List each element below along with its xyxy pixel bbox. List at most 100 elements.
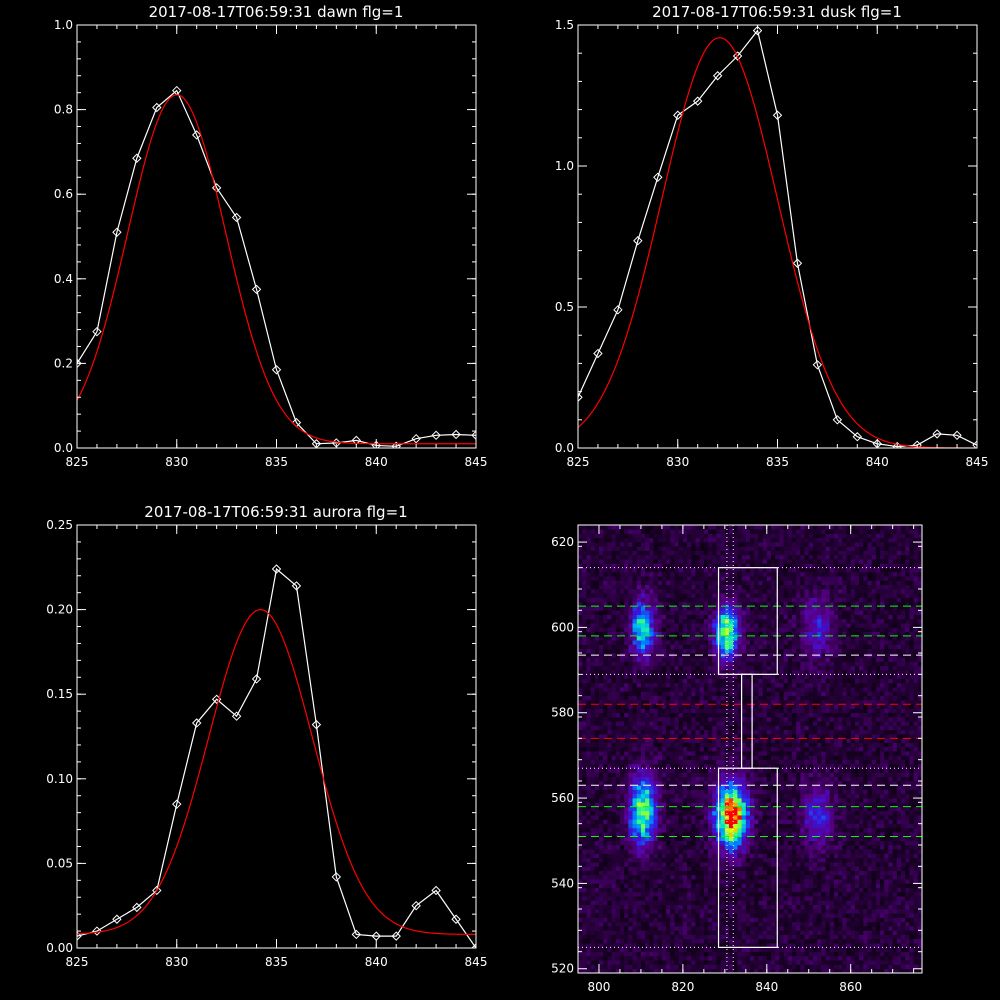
dusk-spectrum-plot: 2017-08-17T06:59:31 dusk flg=1 825 830 835…: [555, 3, 989, 469]
y-tick-label: 600: [551, 620, 574, 634]
data-point-marker: [231, 711, 242, 721]
data-point-marker: [832, 415, 843, 425]
data-point-marker: [451, 914, 461, 924]
data-point-marker: [132, 153, 142, 163]
data-point-marker: [271, 564, 282, 574]
data-point-marker: [251, 674, 262, 684]
data-point-marker: [77, 358, 82, 369]
data-point-marker: [578, 392, 583, 402]
plot-frame: [76, 524, 477, 949]
data-point-marker: [411, 900, 421, 911]
x-tick-label: 840: [365, 955, 388, 969]
data-line: [77, 89, 476, 447]
y-tick-label: 1.5: [555, 18, 574, 32]
x-tick-label: 830: [666, 455, 689, 469]
data-point-marker: [231, 212, 242, 223]
plot-frame: [76, 24, 477, 449]
data-point-marker: [812, 360, 823, 370]
y-tick-label: 540: [551, 876, 574, 890]
fit-curve: [578, 37, 977, 448]
data-point-marker: [451, 429, 461, 440]
data-point-marker: [391, 931, 401, 941]
x-tick-label: 860: [839, 980, 862, 994]
data-point-marker: [852, 432, 863, 442]
y-tick-label: 0.0: [555, 441, 574, 455]
y-tick-label: 0.2: [54, 356, 73, 370]
data-point-marker: [77, 931, 82, 941]
y-tick-label: 0.4: [54, 272, 73, 286]
y-tick-label: 0.8: [54, 103, 73, 117]
data-point-marker: [291, 581, 302, 591]
dawn-plot-title: 2017-08-17T06:59:31 dawn flg=1: [149, 3, 404, 21]
data-point-marker: [351, 929, 362, 940]
y-tick-label: 1.0: [555, 159, 574, 173]
data-point-marker: [692, 96, 703, 106]
data-point-marker: [732, 51, 743, 61]
data-point-marker: [431, 885, 441, 896]
data-point-marker: [311, 719, 322, 730]
y-tick-label: 0.5: [555, 300, 574, 314]
aurora-spectrum-plot: 2017-08-17T06:59:31 aurora flg=1 825 830 8…: [46, 503, 487, 969]
data-point-marker: [172, 799, 182, 809]
data-point-marker: [932, 429, 942, 439]
data-point-marker: [673, 110, 683, 120]
data-point-marker: [633, 236, 643, 246]
region-box: [717, 767, 778, 949]
x-tick-label: 840: [365, 455, 388, 469]
x-tick-label: 835: [265, 955, 288, 969]
dawn-spectrum-plot: 2017-08-17T06:59:31 dawn flg=1 825 830 835…: [54, 3, 488, 469]
spectral-image-heatmap: 800 820 840 860 520 540 560 580 600 620: [551, 524, 923, 994]
data-point-marker: [952, 430, 962, 441]
data-point-marker: [391, 441, 401, 448]
data-point-marker: [132, 902, 142, 913]
data-point-marker: [912, 440, 922, 448]
x-tick-label: 825: [66, 455, 89, 469]
data-point-marker: [712, 71, 723, 81]
x-tick-label: 825: [567, 455, 590, 469]
x-tick-label: 845: [966, 455, 989, 469]
data-point-marker: [653, 172, 663, 182]
y-tick-label: 620: [551, 535, 574, 549]
x-tick-label: 845: [465, 955, 488, 969]
data-point-marker: [752, 25, 763, 36]
x-tick-label: 830: [165, 455, 188, 469]
plot-frame: [577, 24, 978, 449]
data-point-marker: [251, 284, 262, 295]
data-point-marker: [112, 914, 122, 924]
data-point-marker: [152, 102, 162, 113]
y-tick-label: 0.6: [54, 187, 73, 201]
data-point-marker: [191, 718, 202, 728]
data-point-marker: [772, 110, 783, 120]
plot-frame: [577, 524, 923, 974]
y-tick-label: 0.25: [46, 518, 73, 532]
data-point-marker: [972, 440, 977, 448]
x-tick-label: 820: [671, 980, 694, 994]
y-tick-label: 1.0: [54, 18, 73, 32]
data-line: [77, 567, 476, 948]
x-tick-label: 830: [165, 955, 188, 969]
data-point-marker: [112, 227, 122, 237]
fit-curve: [77, 94, 476, 445]
data-point-marker: [92, 926, 102, 936]
y-tick-label: 0.10: [46, 772, 73, 786]
x-tick-label: 835: [265, 455, 288, 469]
data-point-marker: [271, 365, 282, 375]
data-point-marker: [792, 258, 803, 268]
data-point-marker: [152, 885, 162, 896]
x-tick-label: 835: [766, 455, 789, 469]
data-point-marker: [613, 305, 623, 315]
data-point-marker: [331, 872, 342, 882]
y-tick-label: 0.15: [46, 687, 73, 701]
data-point-marker: [411, 433, 421, 444]
y-tick-label: 0.20: [46, 603, 73, 617]
data-point-marker: [431, 430, 441, 441]
x-tick-label: 840: [866, 455, 889, 469]
x-tick-label: 800: [588, 980, 611, 994]
y-tick-label: 0.00: [46, 941, 73, 955]
x-tick-label: 825: [66, 955, 89, 969]
y-tick-label: 560: [551, 791, 574, 805]
y-tick-label: 580: [551, 706, 574, 720]
data-point-marker: [191, 130, 202, 140]
dusk-plot-title: 2017-08-17T06:59:31 dusk flg=1: [652, 3, 902, 21]
